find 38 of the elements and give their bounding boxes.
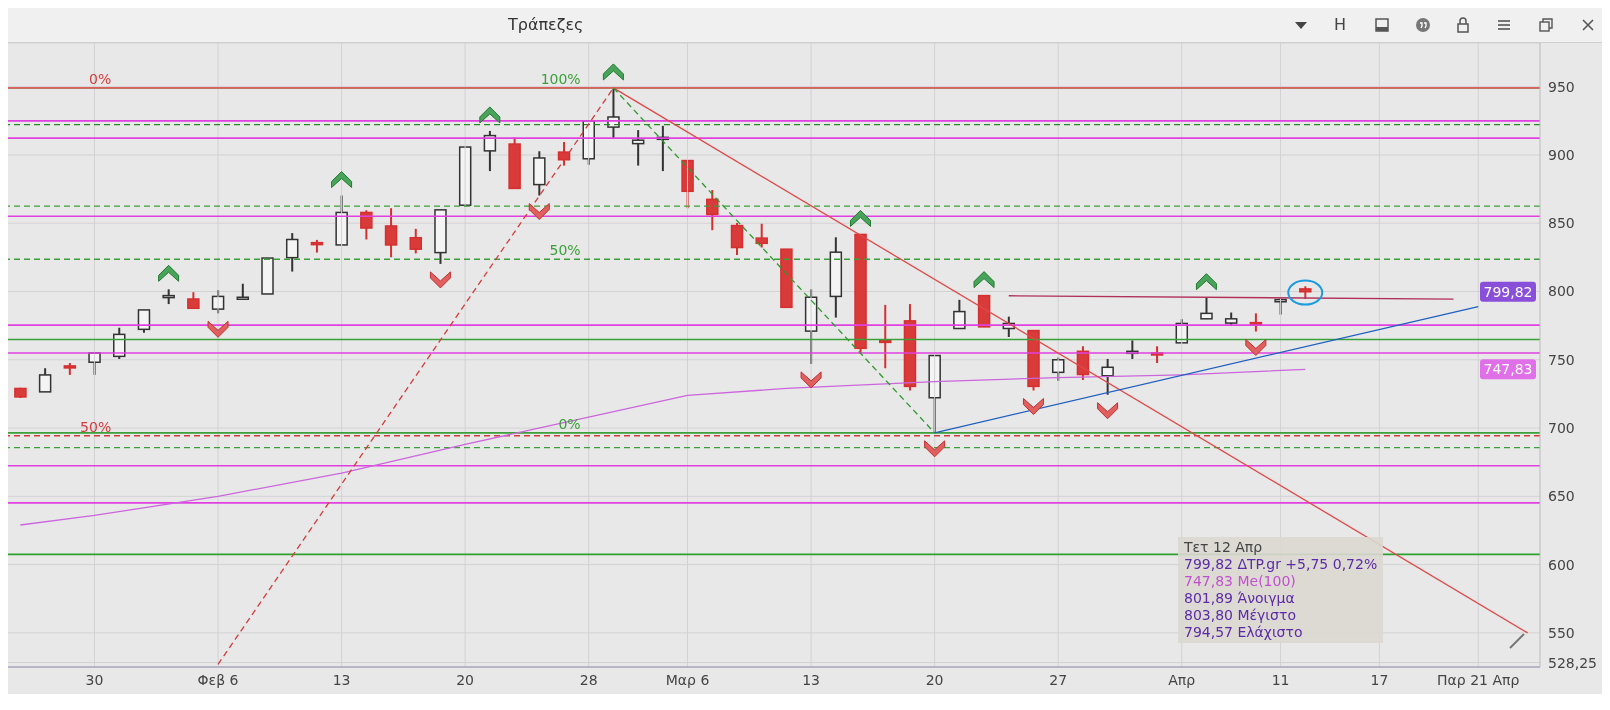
annotation: 0% <box>558 415 581 432</box>
x-tick-label: 20 <box>925 671 944 688</box>
y-tick-label: 550 <box>1548 624 1575 641</box>
y-tick-label: 650 <box>1548 488 1575 505</box>
annotation: 801,89 Άνοιγμα <box>1184 590 1296 607</box>
annotation: 747,83 <box>1483 361 1533 378</box>
y-tick-label: 700 <box>1548 420 1575 437</box>
x-tick-label: Παρ 21 Απρ <box>1437 671 1520 688</box>
y-tick-label: 528,25 <box>1548 654 1597 671</box>
annotation: 799,82 <box>1483 283 1533 300</box>
annotation: 794,57 Ελάχιστο <box>1184 624 1304 641</box>
y-tick-label: 750 <box>1548 351 1575 368</box>
x-tick-label: 30 <box>85 671 104 688</box>
x-tick-label: 17 <box>1370 671 1389 688</box>
annotation: 747,83 Me(100) <box>1184 573 1297 590</box>
x-tick-label: 11 <box>1271 671 1290 688</box>
y-tick-label: 600 <box>1548 556 1575 573</box>
text: H <box>1334 15 1347 34</box>
x-tick-label: Φεβ 6 <box>197 671 239 688</box>
chart-title: Τράπεζες <box>508 15 584 34</box>
x-tick-label: Μαρ 6 <box>665 671 710 688</box>
x-tick-label: 28 <box>579 671 598 688</box>
annotation: 50% <box>549 242 581 259</box>
y-tick-label: 850 <box>1548 215 1575 232</box>
x-tick-label: Απρ <box>1168 671 1196 688</box>
annotation: Τετ 12 Απρ <box>1184 539 1264 556</box>
annotation: 799,82 ΔTP.gr +5,75 0,72% <box>1184 556 1378 573</box>
y-tick-label: 800 <box>1548 283 1575 300</box>
y-tick-label: 950 <box>1548 78 1575 95</box>
annotation: 803,80 Μέγιστο <box>1184 607 1297 624</box>
annotation: 50% <box>80 418 112 435</box>
x-tick-label: 27 <box>1049 671 1068 688</box>
annotation: 0% <box>88 70 112 87</box>
x-tick-label: 20 <box>456 671 475 688</box>
annotation: 100% <box>540 70 581 87</box>
x-tick-label: 13 <box>332 671 351 688</box>
x-tick-label: 13 <box>802 671 820 688</box>
y-tick-label: 900 <box>1548 146 1575 163</box>
